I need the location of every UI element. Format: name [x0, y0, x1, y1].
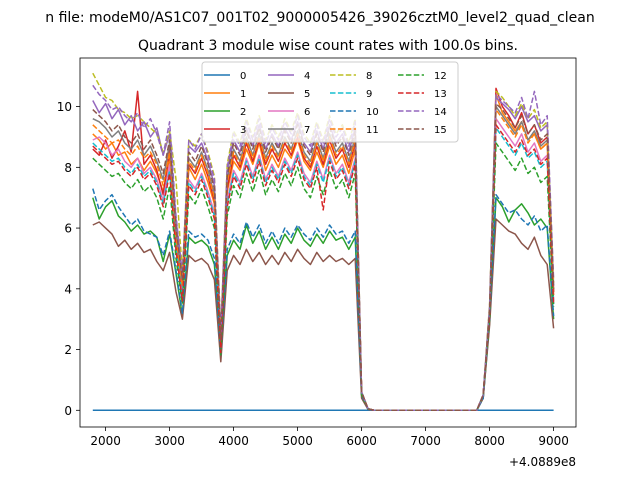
x-axis-offset-label: +4.0889e8: [509, 455, 576, 469]
series-line-13: [92, 124, 555, 412]
legend-label-5: 5: [304, 89, 310, 100]
series-line-14: [92, 84, 555, 412]
legend-label-11: 11: [366, 125, 379, 136]
legend-box: [201, 61, 459, 143]
legend-label-8: 8: [366, 71, 372, 82]
x-tick-label: 4000: [218, 434, 249, 448]
legend-label-1: 1: [240, 89, 246, 100]
x-tick-label: 9000: [538, 434, 569, 448]
legend-label-14: 14: [434, 107, 447, 118]
x-tick-label: 8000: [474, 434, 505, 448]
legend-label-6: 6: [304, 107, 310, 118]
legend-label-12: 12: [434, 71, 447, 82]
legend-label-2: 2: [240, 107, 246, 118]
axes-layer: 2000 3000 4000 5000 6000 7000 8000 9000 0 2 4 6 8 10: [57, 100, 569, 448]
x-tick-label: 2000: [90, 434, 121, 448]
y-tick-label: 4: [64, 282, 72, 296]
series-layer: [92, 72, 555, 412]
y-tick-label: 8: [64, 161, 72, 175]
legend-label-10: 10: [366, 107, 379, 118]
x-tick-label: 6000: [346, 434, 377, 448]
figure-suptitle: n file: modeM0/AS1C07_001T02_9000005426_…: [45, 10, 594, 26]
y-tick-label: 6: [64, 222, 72, 236]
y-tick-label: 2: [64, 343, 72, 357]
y-tick-label: 0: [64, 404, 72, 418]
legend-label-9: 9: [366, 89, 372, 100]
legend-label-15: 15: [434, 125, 447, 136]
x-tick-label: 5000: [282, 434, 313, 448]
x-tick-label: 7000: [410, 434, 441, 448]
legend-label-3: 3: [240, 125, 246, 136]
legend-label-4: 4: [304, 71, 310, 82]
legend-label-13: 13: [434, 89, 447, 100]
legend-label-7: 7: [304, 125, 310, 136]
series-line-15: [92, 102, 555, 412]
x-tick-label: 3000: [154, 434, 185, 448]
y-tick-label: 10: [57, 100, 72, 114]
plot-area-frame: [79, 57, 577, 428]
chart-title: Quadrant 3 module wise count rates with …: [138, 38, 518, 54]
legend-label-0: 0: [240, 71, 246, 82]
